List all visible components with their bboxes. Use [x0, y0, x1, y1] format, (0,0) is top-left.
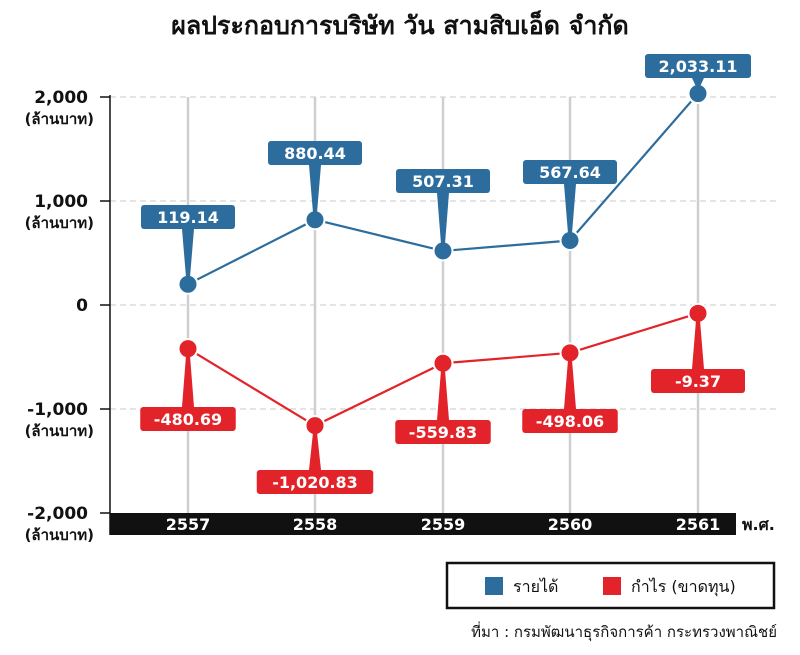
chart-title: ผลประกอบการบริษัท วัน สามสิบเอ็ด จำกัด: [171, 10, 629, 40]
series-point: [177, 338, 199, 360]
series-point: [687, 83, 709, 105]
x-axis-band: [110, 513, 736, 535]
data-label-callout: 880.44: [268, 141, 362, 213]
data-label-callout: -559.83: [395, 370, 491, 444]
series-point: [304, 415, 326, 437]
data-label-box: [651, 369, 745, 393]
y-axis-unit: (ล้านบาท): [25, 110, 94, 128]
series-layer: [177, 83, 709, 437]
y-tick-label: 1,000: [34, 192, 88, 212]
x-tick-label: 2559: [421, 515, 466, 534]
data-label-pointer: [182, 355, 194, 407]
data-label-callout: 119.14: [141, 205, 235, 278]
data-label-pointer: [564, 359, 576, 409]
data-label-callout: -498.06: [522, 359, 618, 433]
data-label: 2,033.11: [659, 57, 738, 76]
y-axis-unit: (ล้านบาท): [25, 526, 94, 544]
data-label: 119.14: [157, 208, 219, 227]
grid-layer: [110, 96, 778, 513]
series-point: [687, 302, 709, 324]
data-label: -559.83: [409, 423, 477, 442]
data-label-callout: -1,020.83: [256, 432, 374, 494]
legend-swatch: [603, 577, 621, 595]
callout-layer: 119.14 880.44 507.31 567.64 2,033.11 -480.69 -…: [140, 54, 751, 494]
data-label: 880.44: [284, 144, 346, 163]
data-label-pointer: [564, 184, 576, 234]
data-label-box: [522, 409, 618, 433]
legend-label: รายได้: [513, 577, 558, 596]
y-tick-label: 0: [76, 296, 88, 316]
axis-layer: 2,000 (ล้านบาท) 1,000 (ล้านบาท) 0 -1,000 (ล้าน…: [25, 88, 775, 544]
data-label-box: [396, 169, 490, 193]
data-label: 567.64: [539, 163, 601, 182]
series-point: [304, 209, 326, 231]
x-tick-label: 2557: [166, 515, 211, 534]
data-label-box: [141, 205, 235, 229]
series-point: [432, 352, 454, 374]
x-tick-label: 2561: [676, 515, 721, 534]
data-label: -480.69: [154, 410, 222, 429]
data-label-callout: 507.31: [396, 169, 490, 244]
data-label-pointer: [437, 193, 449, 244]
data-label: -1,020.83: [272, 473, 358, 492]
legend: รายได้ กำไร (ขาดทุน): [445, 561, 776, 610]
y-axis-unit: (ล้านบาท): [25, 422, 94, 440]
legend-swatch: [485, 577, 503, 595]
series-point: [432, 240, 454, 262]
data-label-callout: -9.37: [651, 320, 745, 393]
data-label-pointer: [309, 432, 321, 470]
series-point: [177, 273, 199, 295]
data-label-pointer: [437, 370, 449, 420]
data-label-box: [256, 470, 374, 494]
data-label-pointer: [692, 320, 704, 369]
data-label-callout: 567.64: [523, 160, 617, 234]
data-label: -498.06: [536, 412, 604, 431]
data-label-pointer: [692, 78, 704, 87]
data-label-pointer: [309, 165, 321, 213]
data-label-box: [268, 141, 362, 165]
series-point: [559, 342, 581, 364]
data-label-box: [645, 54, 751, 78]
data-label-box: [395, 420, 491, 444]
x-tick-label: 2558: [293, 515, 338, 534]
data-label: 507.31: [412, 172, 474, 191]
series-point: [559, 230, 581, 252]
y-tick-label: -1,000: [27, 400, 88, 420]
x-axis-suffix: พ.ศ.: [742, 515, 775, 534]
data-label-pointer: [182, 229, 194, 278]
y-tick-label: 2,000: [34, 88, 88, 108]
data-label-box: [140, 407, 236, 431]
y-axis-unit: (ล้านบาท): [25, 214, 94, 232]
legend-label: กำไร (ขาดทุน): [631, 577, 736, 597]
data-label-callout: 2,033.11: [645, 54, 751, 87]
data-label-box: [523, 160, 617, 184]
data-label: -9.37: [675, 372, 721, 391]
x-tick-label: 2560: [548, 515, 593, 534]
y-tick-label: -2,000: [27, 504, 88, 524]
source-note: ที่มา : กรมพัฒนาธุรกิจการค้า กระทรวงพาณิ…: [471, 621, 777, 642]
data-label-callout: -480.69: [140, 355, 236, 431]
